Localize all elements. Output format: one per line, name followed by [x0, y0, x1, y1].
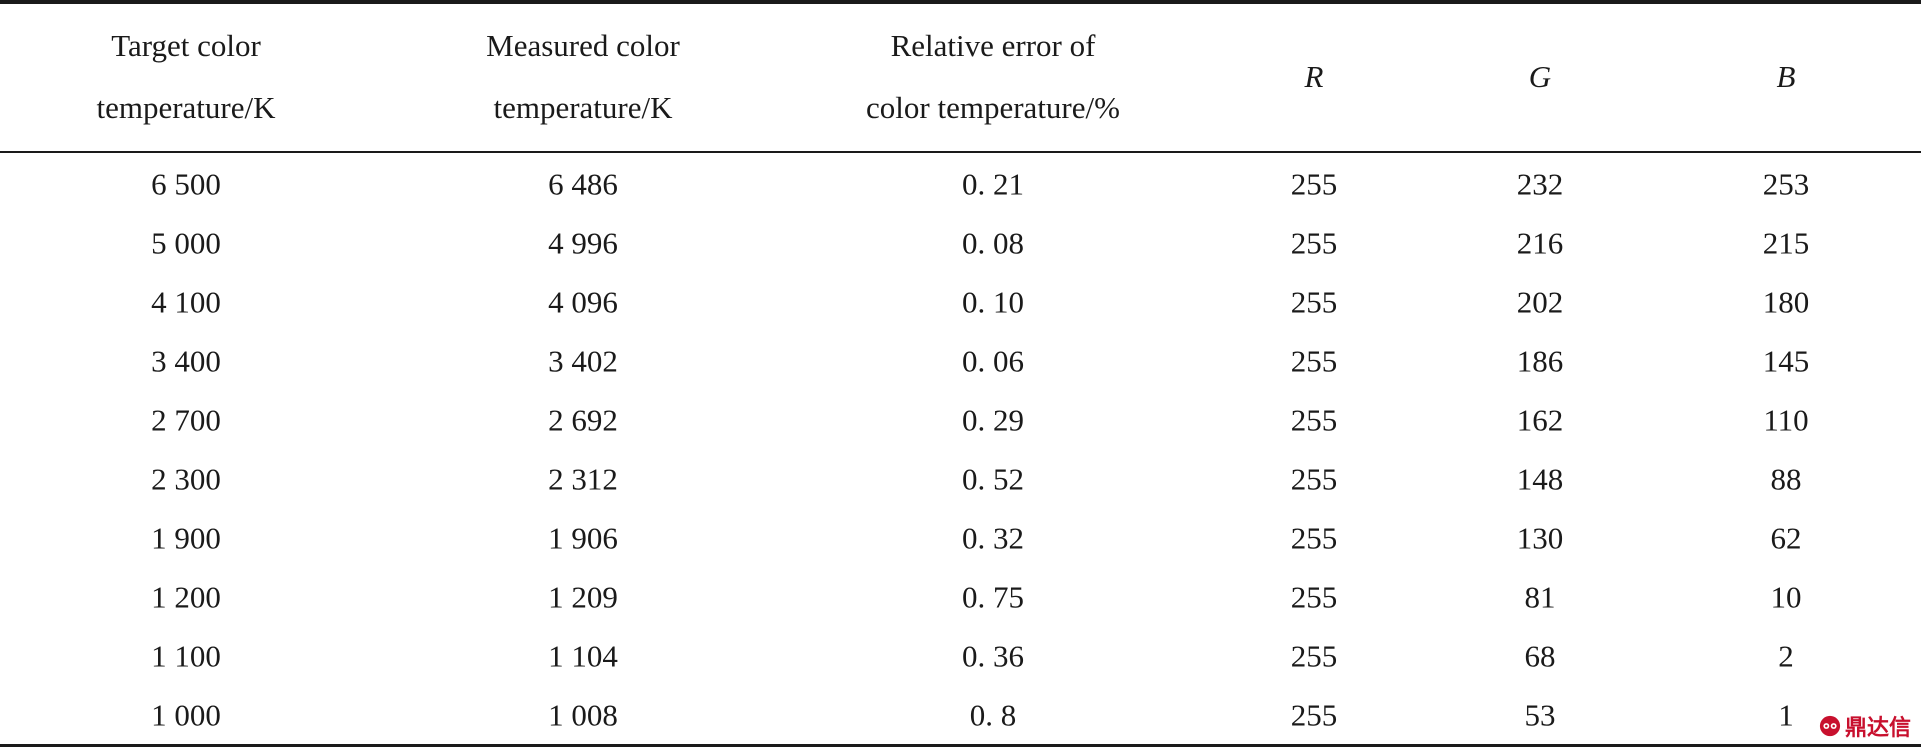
cell-b-value: 180 [1762, 284, 1810, 320]
cell-b-value: 1 [1778, 697, 1794, 733]
cell-relative-error: 0. 8 [969, 697, 1017, 733]
cell-g-value: 53 [1524, 697, 1556, 733]
cell-b-value: 10 [1770, 579, 1802, 615]
cell-target-temp: 1 200 [151, 579, 221, 615]
cell-measured-temp: 4 096 [548, 284, 618, 320]
cell-g-value: 202 [1516, 284, 1564, 320]
cell-relative-error: 0. 36 [962, 638, 1024, 674]
table-bottom-rule [0, 744, 1921, 747]
cell-relative-error: 0. 08 [962, 225, 1024, 261]
cell-r-value: 255 [1290, 225, 1338, 261]
table-top-rule [0, 0, 1921, 4]
cell-g-value: 186 [1516, 343, 1564, 379]
cell-target-temp: 1 100 [151, 638, 221, 674]
eye-logo-icon [1819, 715, 1841, 737]
cell-g-value: 162 [1516, 402, 1564, 438]
watermark-text: 鼎达信 [1844, 716, 1911, 741]
cell-g-value: 148 [1516, 461, 1564, 497]
cell-b-value: 88 [1770, 461, 1802, 497]
cell-g-value: 216 [1516, 225, 1564, 261]
header-r: R [1304, 59, 1324, 94]
cell-b-value: 215 [1762, 225, 1810, 261]
cell-relative-error: 0. 75 [962, 579, 1024, 615]
cell-target-temp: 1 900 [151, 520, 221, 556]
cell-relative-error: 0. 32 [962, 520, 1024, 556]
cell-measured-temp: 1 008 [548, 697, 618, 733]
cell-target-temp: 2 700 [151, 402, 221, 438]
watermark: 鼎达信 [1819, 710, 1911, 742]
cell-measured-temp: 6 486 [548, 166, 618, 202]
cell-g-value: 232 [1516, 166, 1564, 202]
cell-measured-temp: 1 906 [548, 520, 618, 556]
cell-measured-temp: 1 104 [548, 638, 618, 674]
cell-measured-temp: 2 312 [548, 461, 618, 497]
cell-target-temp: 5 000 [151, 225, 221, 261]
cell-g-value: 68 [1524, 638, 1556, 674]
header-target-color-temperature: Target color temperature/K [96, 28, 276, 125]
header-relative-error: Relative error of color temperature/% [866, 28, 1120, 125]
cell-g-value: 81 [1524, 579, 1556, 615]
cell-b-value: 62 [1770, 520, 1802, 556]
cell-g-value: 130 [1516, 520, 1564, 556]
cell-b-value: 110 [1763, 402, 1809, 438]
cell-relative-error: 0. 29 [962, 402, 1024, 438]
cell-b-value: 2 [1778, 638, 1794, 674]
cell-r-value: 255 [1290, 697, 1338, 733]
cell-r-value: 255 [1290, 343, 1338, 379]
cell-b-value: 145 [1762, 343, 1810, 379]
cell-relative-error: 0. 06 [962, 343, 1024, 379]
cell-measured-temp: 2 692 [548, 402, 618, 438]
header-b: B [1776, 59, 1796, 94]
cell-measured-temp: 1 209 [548, 579, 618, 615]
cell-target-temp: 1 000 [151, 697, 221, 733]
cell-r-value: 255 [1290, 166, 1338, 202]
cell-target-temp: 4 100 [151, 284, 221, 320]
cell-r-value: 255 [1290, 520, 1338, 556]
cell-measured-temp: 3 402 [548, 343, 618, 379]
cell-relative-error: 0. 21 [962, 166, 1024, 202]
cell-r-value: 255 [1290, 284, 1338, 320]
header-g: G [1528, 59, 1552, 94]
cell-b-value: 253 [1762, 166, 1810, 202]
cell-r-value: 255 [1290, 638, 1338, 674]
cell-r-value: 255 [1290, 461, 1338, 497]
cell-r-value: 255 [1290, 402, 1338, 438]
cell-relative-error: 0. 52 [962, 461, 1024, 497]
table-header-rule [0, 151, 1921, 153]
cell-measured-temp: 4 996 [548, 225, 618, 261]
cell-r-value: 255 [1290, 579, 1338, 615]
cell-relative-error: 0. 10 [962, 284, 1024, 320]
cell-target-temp: 2 300 [151, 461, 221, 497]
cell-target-temp: 6 500 [151, 166, 221, 202]
header-measured-color-temperature: Measured color temperature/K [486, 28, 680, 125]
cell-target-temp: 3 400 [151, 343, 221, 379]
